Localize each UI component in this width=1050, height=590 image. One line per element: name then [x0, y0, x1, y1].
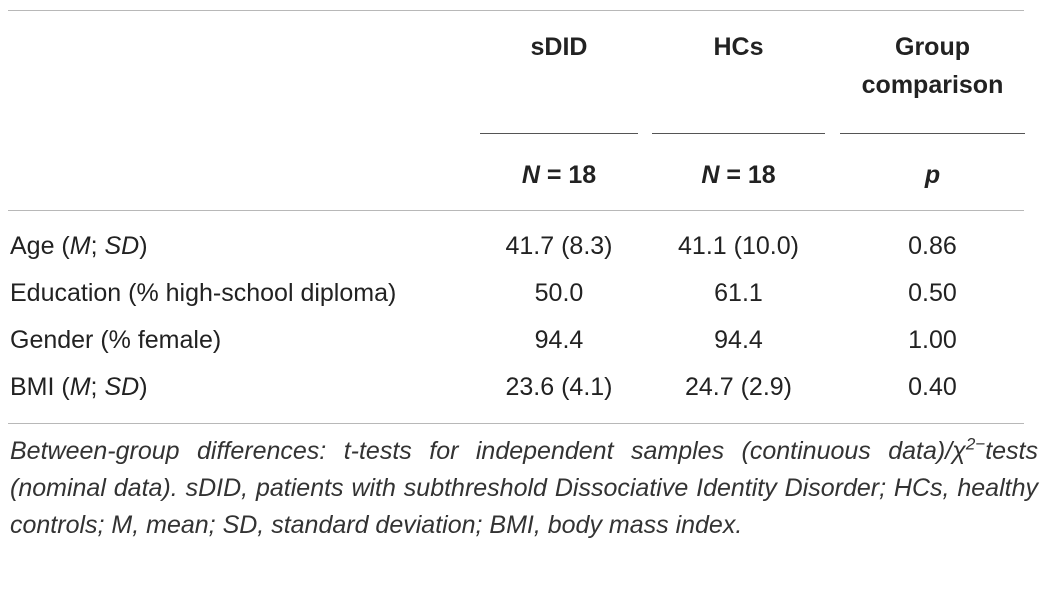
row-label-age: Age (M; SD): [10, 223, 148, 269]
subheader-hcs-n-value: = 18: [719, 161, 776, 189]
column-header-group-comparison-line1: Group: [895, 33, 970, 61]
subheader-sdid-n: N = 18: [480, 157, 638, 193]
cell-education-p: 0.50: [908, 279, 957, 307]
table-bottom-rule: [8, 423, 1024, 424]
header-underline-comparison: [840, 133, 1025, 134]
subheader-sdid-n-value: = 18: [539, 161, 597, 189]
row-label-bmi-m: M: [69, 373, 91, 401]
column-header-sdid: sDID: [530, 33, 588, 61]
row-label-gender: Gender (% female): [10, 326, 222, 354]
row-label-bmi: BMI (M; SD): [10, 364, 148, 410]
cell-education-hcs: 61.1: [714, 279, 763, 307]
table-row-bmi: BMI (M; SD) 23.6 (4.1) 24.7 (2.9) 0.40: [0, 364, 1050, 410]
row-label-bmi-sep: ;: [90, 373, 105, 401]
cell-gender-sdid: 94.4: [534, 326, 584, 354]
header-underline-hcs: [652, 133, 825, 134]
table-footnote: Between-group differences: t-tests for i…: [10, 433, 1038, 544]
footnote-text-part1: Between-group differences: t-tests for i…: [10, 437, 966, 465]
cell-age-sdid: 41.7 (8.3): [505, 232, 613, 260]
subheader-sdid-n-symbol: N: [521, 161, 540, 189]
cell-gender-p: 1.00: [908, 326, 957, 354]
cell-gender-hcs: 94.4: [714, 326, 763, 354]
row-label-age-sep: ;: [90, 232, 105, 260]
cell-age-hcs: 41.1 (10.0): [678, 232, 799, 260]
cell-age-p: 0.86: [908, 232, 957, 260]
column-header-group-comparison-line2: comparison: [861, 71, 1004, 99]
header-underline-sdid: [480, 133, 638, 134]
cell-bmi-hcs: 24.7 (2.9): [684, 373, 792, 401]
row-label-bmi-text: BMI (: [10, 373, 70, 401]
row-label-bmi-close: ): [139, 373, 148, 401]
footnote-text-part2: tests (nominal data). sDID, patients wit…: [10, 437, 1038, 539]
table-header-rule: [8, 210, 1024, 211]
cell-education-sdid: 50.0: [534, 279, 584, 307]
row-label-age-m: M: [69, 232, 91, 260]
table-top-rule: [8, 10, 1024, 11]
subheader-hcs-n: N = 18: [652, 157, 825, 193]
subheader-p: p: [924, 161, 941, 189]
column-header-group-comparison: Group comparison: [840, 28, 1025, 104]
row-label-age-text: Age (: [10, 232, 70, 260]
table-row-education: Education (% high-school diploma) 50.0 6…: [0, 270, 1050, 316]
table-row-age: Age (M; SD) 41.7 (8.3) 41.1 (10.0) 0.86: [0, 223, 1050, 269]
row-label-age-sd: SD: [104, 232, 140, 260]
row-label-bmi-sd: SD: [104, 373, 140, 401]
table-row-gender: Gender (% female) 94.4 94.4 1.00: [0, 317, 1050, 363]
cell-bmi-p: 0.40: [908, 373, 957, 401]
row-label-age-close: ): [139, 232, 148, 260]
subheader-hcs-n-symbol: N: [701, 161, 720, 189]
row-label-education: Education (% high-school diploma): [10, 279, 397, 307]
column-header-hcs: HCs: [713, 33, 764, 61]
footnote-superscript: 2−: [965, 434, 986, 454]
cell-bmi-sdid: 23.6 (4.1): [505, 373, 613, 401]
